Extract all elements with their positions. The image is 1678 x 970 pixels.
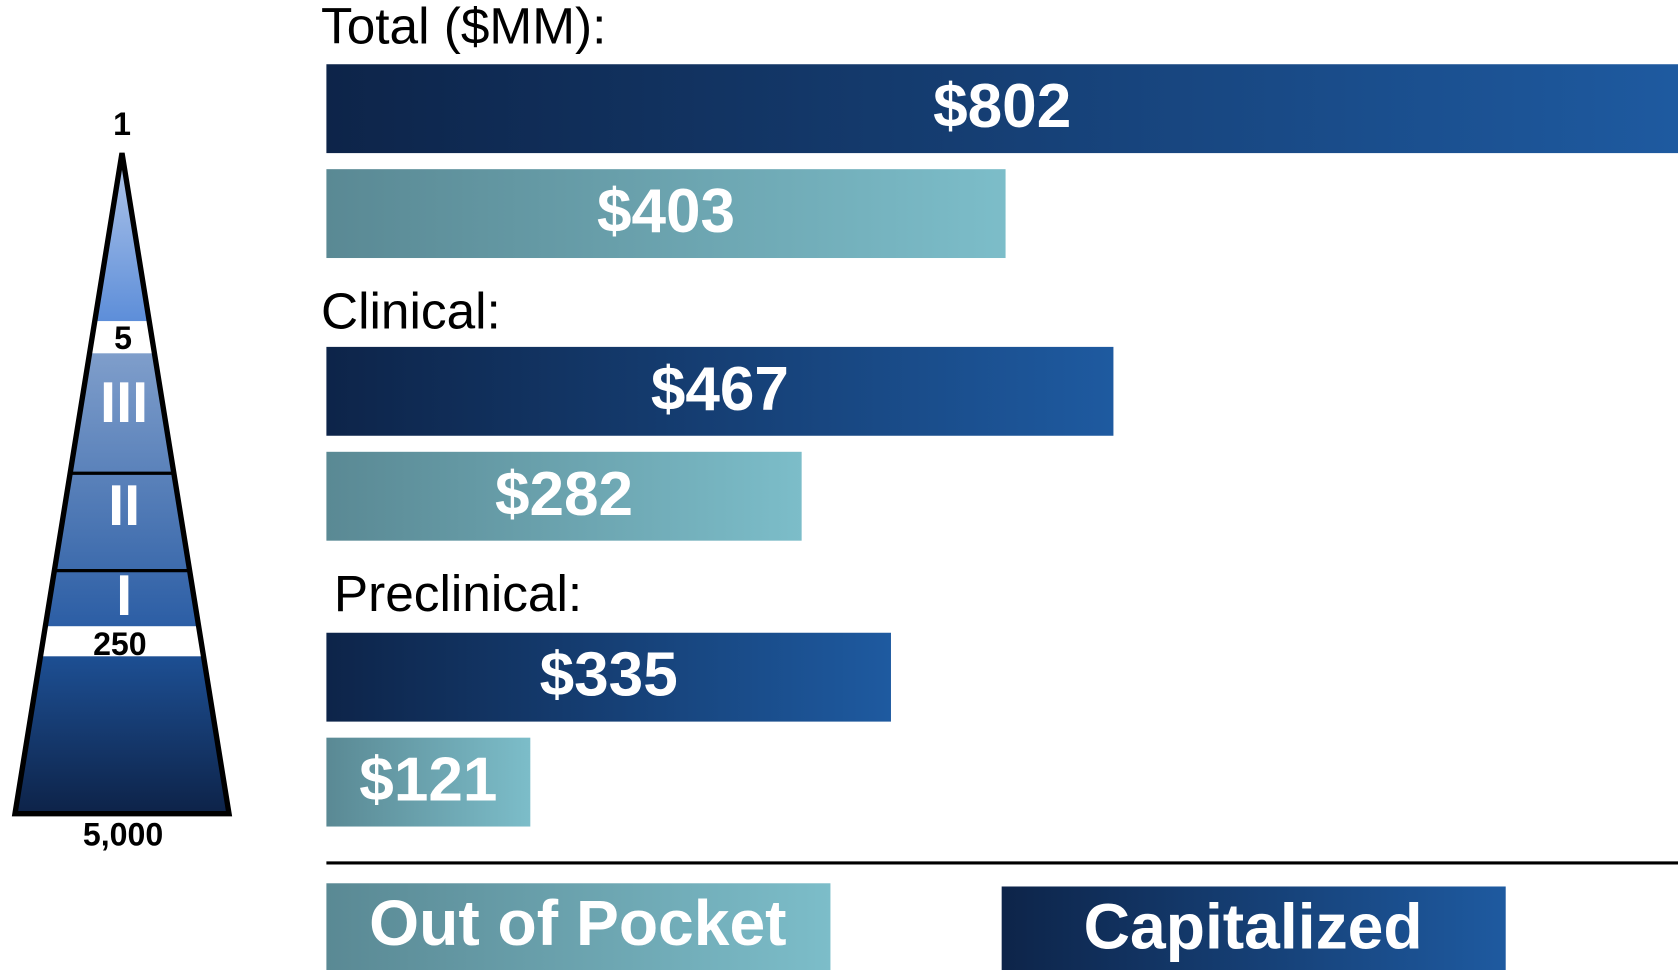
funnel-label: 5 (114, 320, 132, 356)
funnel-label: 250 (93, 626, 147, 662)
value-label: $802 (933, 72, 1071, 141)
legend-swatch (1001, 886, 1506, 970)
bar (326, 169, 1006, 259)
funnel-label: III (100, 371, 148, 435)
funnel-label: 1 (113, 106, 131, 142)
value-label: $467 (651, 355, 789, 424)
funnel-band (14, 626, 230, 657)
funnel-band (14, 656, 230, 814)
funnel-outline (11, 152, 233, 817)
group-title: Total ($MM): (321, 0, 606, 55)
legend-label: Capitalized (1084, 890, 1423, 962)
value-label: $282 (495, 460, 633, 529)
bar (326, 64, 1678, 154)
legend-swatch (326, 883, 831, 970)
funnel-labels: 1 5 III II I 250 5,000 (83, 106, 163, 853)
bar (326, 451, 802, 541)
value-label: $121 (359, 746, 497, 815)
legend-label: Out of Pocket (369, 887, 786, 959)
bar (326, 737, 531, 827)
group-title: Clinical: (321, 281, 501, 339)
funnel-label: 5,000 (83, 817, 163, 853)
bar (326, 346, 1114, 436)
value-label: $403 (597, 177, 735, 246)
value-label: $335 (540, 641, 678, 710)
funnel-label: II (108, 474, 140, 538)
bar (326, 632, 891, 722)
funnel-label: I (116, 564, 132, 628)
group-title: Preclinical: (334, 564, 582, 622)
